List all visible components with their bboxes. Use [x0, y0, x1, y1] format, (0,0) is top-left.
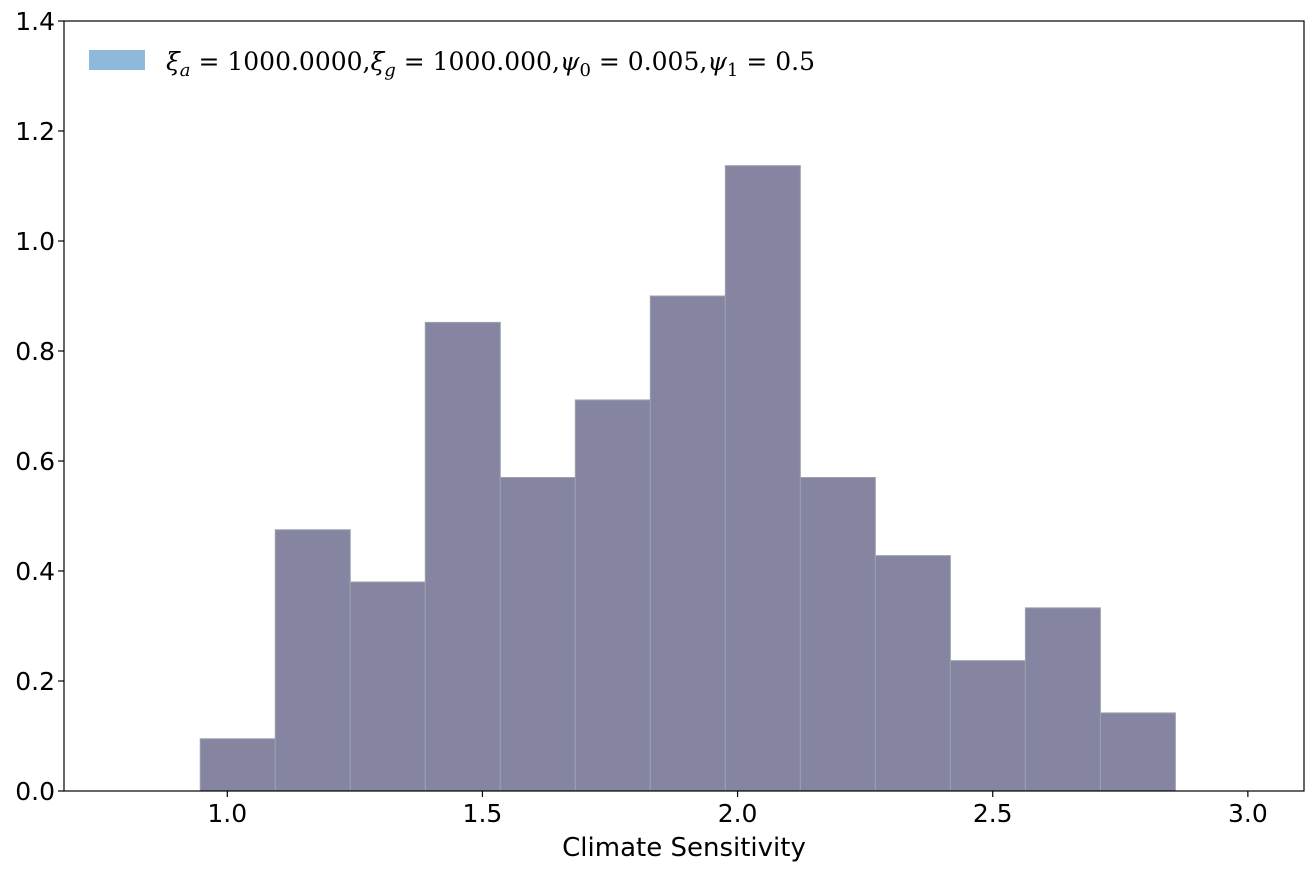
y-tick-label-6: 1.0: [15, 227, 55, 256]
y-tick-label-8: 1.4: [15, 7, 55, 36]
histogram-bar-2: [274, 529, 351, 792]
x-tick-label-3: 2.0: [718, 799, 758, 828]
x-tick-label-1: 1.0: [207, 799, 247, 828]
y-tick-label-5: 0.8: [15, 337, 55, 366]
legend-swatch: [89, 50, 145, 70]
x-tick-label-4: 2.5: [973, 799, 1013, 828]
y-tick-label-7: 1.2: [15, 117, 55, 146]
plot-frame: [63, 20, 1305, 792]
histogram-bar-1: [199, 738, 276, 792]
legend: ξa = 1000.0000,ξg = 1000.000,ψ0 = 0.005,…: [89, 47, 815, 81]
x-tick-label-2: 1.5: [463, 799, 503, 828]
histogram-bar-7: [649, 295, 726, 792]
y-axis-ticks: 0.0 0.2 0.4 0.6 0.8 1.0 1.2 1.4: [15, 7, 64, 806]
x-tick-label-5: 3.0: [1228, 799, 1268, 828]
histogram-bar-8: [724, 165, 801, 792]
y-tick-label-3: 0.4: [15, 557, 55, 586]
y-tick-label-2: 0.2: [15, 667, 55, 696]
histogram-bar-13: [1099, 712, 1176, 792]
legend-label: ξa = 1000.0000,ξg = 1000.000,ψ0 = 0.005,…: [166, 47, 815, 81]
x-axis-ticks: 1.0 1.5 2.0 2.5 3.0: [207, 791, 1268, 828]
y-tick-label-1: 0.0: [15, 777, 55, 806]
x-axis-label: Climate Sensitivity: [562, 833, 806, 863]
histogram-bar-10: [874, 555, 951, 792]
histogram-bar-12: [1024, 607, 1101, 792]
histogram-bar-6: [574, 399, 651, 792]
histogram-bars: [199, 165, 1176, 792]
y-tick-label-4: 0.6: [15, 447, 55, 476]
histogram-bar-4: [424, 321, 501, 792]
histogram-bar-5: [499, 477, 576, 792]
histogram-bar-3: [349, 581, 426, 792]
histogram-bar-9: [799, 477, 876, 792]
histogram-bar-11: [949, 660, 1026, 792]
